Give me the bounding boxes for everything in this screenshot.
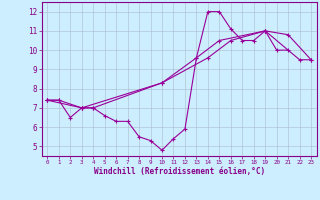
X-axis label: Windchill (Refroidissement éolien,°C): Windchill (Refroidissement éolien,°C): [94, 167, 265, 176]
